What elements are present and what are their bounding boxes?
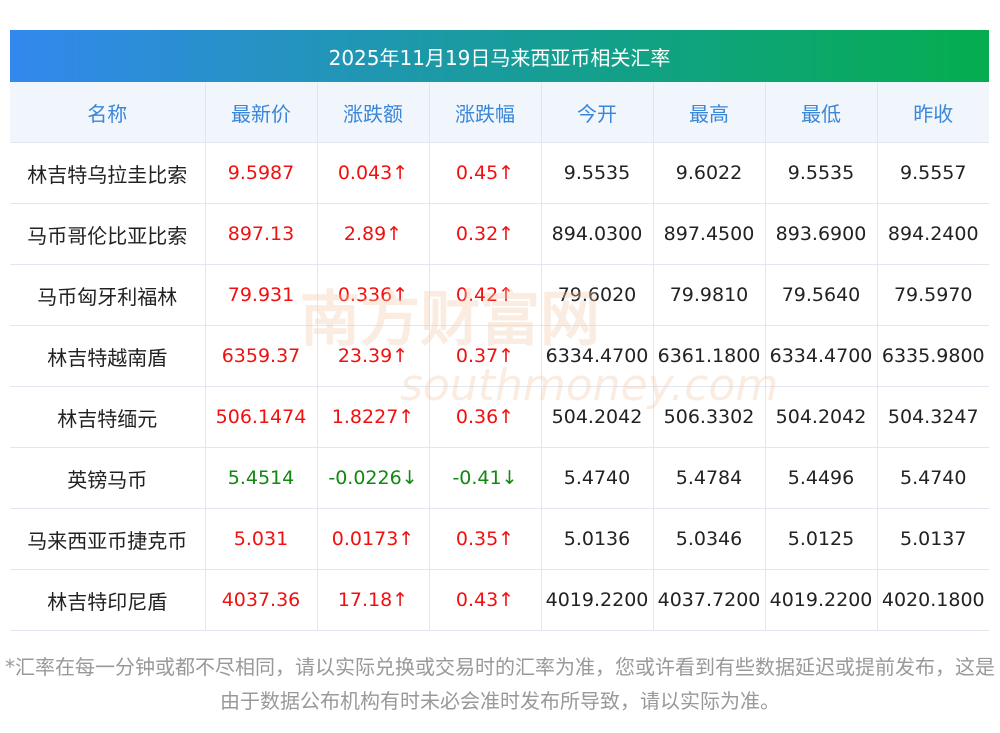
- cell-name: 林吉特越南盾: [10, 325, 205, 387]
- cell-change: 0.0173↑: [316, 508, 429, 570]
- cell-pct: 0.43↑: [428, 569, 541, 631]
- cell-change: -0.0226↓: [316, 447, 429, 509]
- cell-latest: 4037.36: [204, 569, 317, 631]
- cell-open: 79.6020: [540, 264, 653, 326]
- column-header: 今开: [540, 82, 653, 143]
- cell-low: 5.0125: [764, 508, 877, 570]
- cell-name: 林吉特印尼盾: [10, 569, 205, 631]
- cell-change: 17.18↑: [316, 569, 429, 631]
- cell-name: 林吉特乌拉圭比索: [10, 142, 205, 204]
- cell-pct: 0.35↑: [428, 508, 541, 570]
- cell-change: 0.336↑: [316, 264, 429, 326]
- table-row: 林吉特越南盾 6359.37 23.39↑ 0.37↑ 6334.4700 6361.18…: [10, 325, 989, 387]
- cell-latest: 897.13: [204, 203, 317, 265]
- cell-latest: 6359.37: [204, 325, 317, 387]
- cell-high: 506.3302: [652, 386, 765, 448]
- table-row: 马币匈牙利福林 79.931 0.336↑ 0.42↑ 79.6020 79.9810 79…: [10, 264, 989, 326]
- cell-low: 4019.2200: [764, 569, 877, 631]
- cell-prev: 5.4740: [876, 447, 989, 509]
- cell-pct: 0.45↑: [428, 142, 541, 204]
- cell-latest: 79.931: [204, 264, 317, 326]
- cell-name: 林吉特缅元: [10, 386, 205, 448]
- cell-low: 6334.4700: [764, 325, 877, 387]
- cell-high: 6361.1800: [652, 325, 765, 387]
- cell-prev: 504.3247: [876, 386, 989, 448]
- cell-latest: 5.4514: [204, 447, 317, 509]
- cell-latest: 9.5987: [204, 142, 317, 204]
- cell-high: 897.4500: [652, 203, 765, 265]
- cell-open: 5.0136: [540, 508, 653, 570]
- cell-prev: 4020.1800: [876, 569, 989, 631]
- cell-pct: -0.41↓: [428, 447, 541, 509]
- cell-low: 9.5535: [764, 142, 877, 204]
- cell-change: 2.89↑: [316, 203, 429, 265]
- cell-open: 5.4740: [540, 447, 653, 509]
- cell-pct: 0.32↑: [428, 203, 541, 265]
- cell-pct: 0.42↑: [428, 264, 541, 326]
- cell-name: 马币匈牙利福林: [10, 264, 205, 326]
- table-header-row: 名称 最新价 涨跌额 涨跌幅 今开 最高 最低 昨收: [10, 82, 989, 143]
- table-row: 林吉特印尼盾 4037.36 17.18↑ 0.43↑ 4019.2200 4037.72…: [10, 569, 989, 631]
- column-header: 最高: [652, 82, 765, 143]
- cell-open: 894.0300: [540, 203, 653, 265]
- exchange-rate-table: 名称 最新价 涨跌额 涨跌幅 今开 最高 最低 昨收 林吉特乌拉圭比索 9.5987 0.043↑…: [10, 82, 989, 631]
- cell-low: 5.4496: [764, 447, 877, 509]
- column-header: 最新价: [204, 82, 317, 143]
- cell-low: 504.2042: [764, 386, 877, 448]
- cell-high: 5.4784: [652, 447, 765, 509]
- cell-pct: 0.36↑: [428, 386, 541, 448]
- table-row: 马来西亚币捷克币 5.031 0.0173↑ 0.35↑ 5.0136 5.0346 5.0…: [10, 508, 989, 570]
- cell-latest: 506.1474: [204, 386, 317, 448]
- cell-open: 4019.2200: [540, 569, 653, 631]
- cell-prev: 5.0137: [876, 508, 989, 570]
- table-row: 林吉特缅元 506.1474 1.8227↑ 0.36↑ 504.2042 506.330…: [10, 386, 989, 448]
- cell-prev: 9.5557: [876, 142, 989, 204]
- table-row: 马币哥伦比亚比索 897.13 2.89↑ 0.32↑ 894.0300 897.4500…: [10, 203, 989, 265]
- cell-open: 6334.4700: [540, 325, 653, 387]
- disclaimer-note: *汇率在每一分钟或都不尽相同，请以实际兑换或交易时的汇率为准，您或许看到有些数据…: [5, 655, 995, 713]
- cell-latest: 5.031: [204, 508, 317, 570]
- cell-high: 9.6022: [652, 142, 765, 204]
- cell-prev: 79.5970: [876, 264, 989, 326]
- cell-change: 23.39↑: [316, 325, 429, 387]
- column-header: 涨跌额: [316, 82, 429, 143]
- cell-name: 马币哥伦比亚比索: [10, 203, 205, 265]
- column-header: 涨跌幅: [428, 82, 541, 143]
- cell-low: 893.6900: [764, 203, 877, 265]
- column-header: 昨收: [876, 82, 989, 143]
- table-row: 林吉特乌拉圭比索 9.5987 0.043↑ 0.45↑ 9.5535 9.6022 9.5…: [10, 142, 989, 204]
- cell-high: 79.9810: [652, 264, 765, 326]
- table-title: 2025年11月19日马来西亚币相关汇率: [10, 30, 989, 82]
- cell-open: 9.5535: [540, 142, 653, 204]
- cell-prev: 894.2400: [876, 203, 989, 265]
- cell-pct: 0.37↑: [428, 325, 541, 387]
- column-header: 名称: [10, 82, 205, 143]
- table-row: 英镑马币 5.4514 -0.0226↓ -0.41↓ 5.4740 5.4784 5.44…: [10, 447, 989, 509]
- cell-high: 5.0346: [652, 508, 765, 570]
- cell-change: 1.8227↑: [316, 386, 429, 448]
- cell-prev: 6335.9800: [876, 325, 989, 387]
- column-header: 最低: [764, 82, 877, 143]
- cell-open: 504.2042: [540, 386, 653, 448]
- cell-name: 英镑马币: [10, 447, 205, 509]
- cell-name: 马来西亚币捷克币: [10, 508, 205, 570]
- cell-change: 0.043↑: [316, 142, 429, 204]
- cell-low: 79.5640: [764, 264, 877, 326]
- cell-high: 4037.7200: [652, 569, 765, 631]
